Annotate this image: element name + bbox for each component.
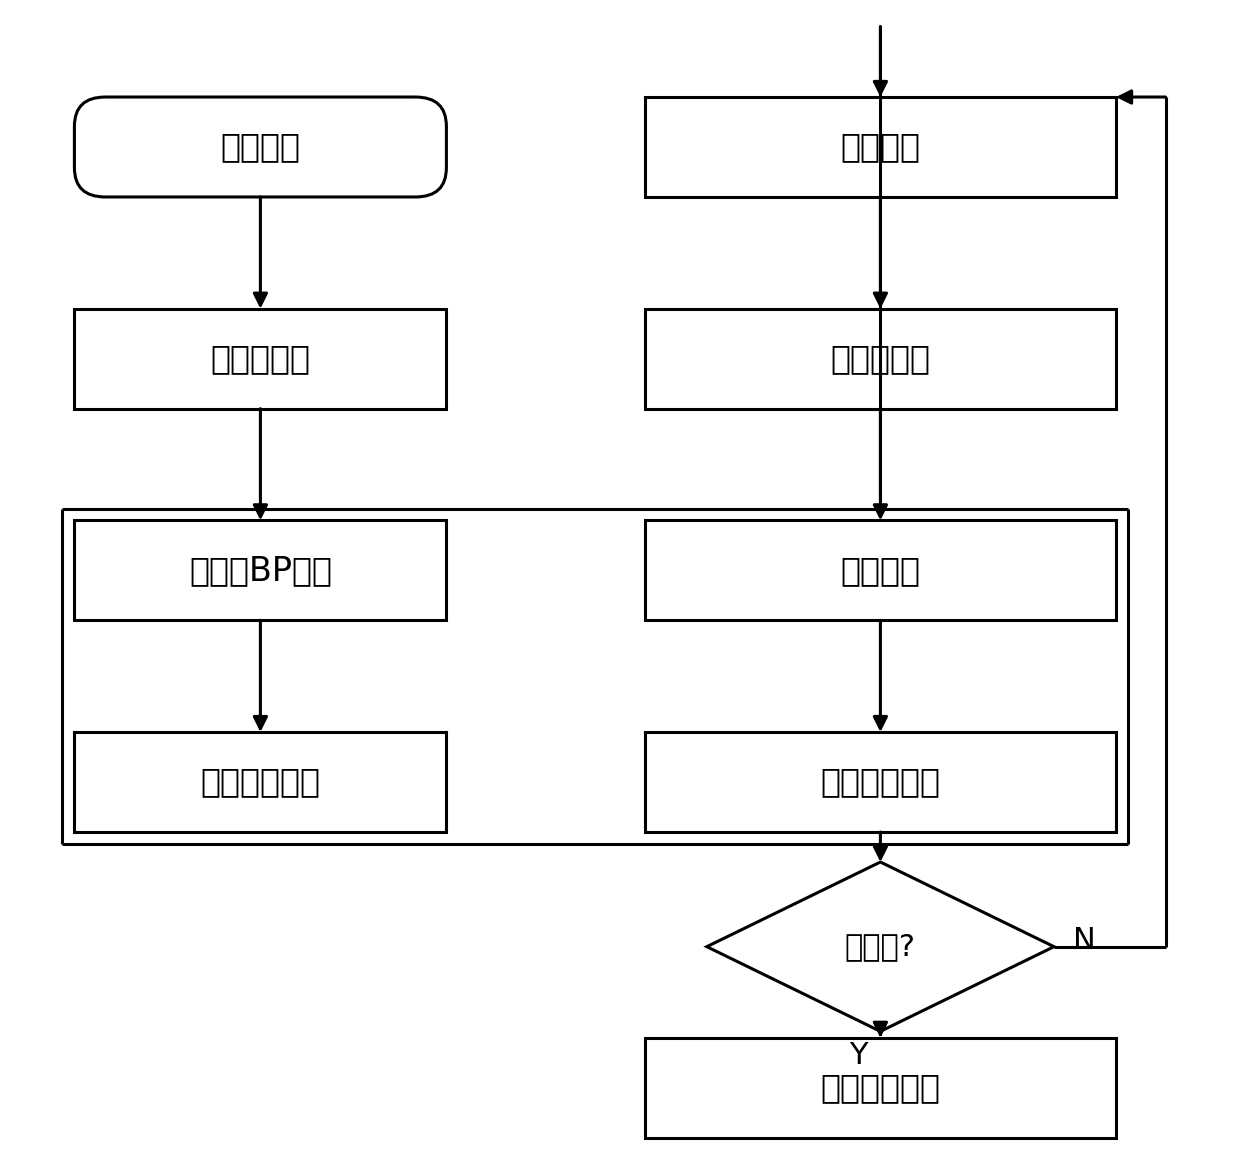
Bar xyxy=(645,309,1116,409)
Text: 频谱压缩: 频谱压缩 xyxy=(841,131,920,163)
Bar xyxy=(74,309,446,409)
Text: 子孔径BP成像: 子孔径BP成像 xyxy=(188,554,332,587)
Text: N: N xyxy=(1073,927,1095,955)
Text: 频谱恢复: 频谱恢复 xyxy=(841,554,920,587)
Bar xyxy=(74,521,446,621)
Bar xyxy=(74,731,446,833)
Bar xyxy=(645,521,1116,621)
Text: 粗分辨率图像: 粗分辨率图像 xyxy=(201,766,320,799)
Text: 全孔径?: 全孔径? xyxy=(844,933,916,961)
Text: 高分辨率图像: 高分辨率图像 xyxy=(821,1071,940,1104)
Text: 子孔径分解: 子孔径分解 xyxy=(211,342,310,375)
Text: 图像相干叠加: 图像相干叠加 xyxy=(821,766,940,799)
Polygon shape xyxy=(707,862,1054,1031)
Text: 两倍上采样: 两倍上采样 xyxy=(831,342,930,375)
Bar xyxy=(645,1038,1116,1138)
Bar xyxy=(645,731,1116,833)
Text: 回波数据: 回波数据 xyxy=(221,131,300,163)
Bar xyxy=(645,98,1116,198)
FancyBboxPatch shape xyxy=(74,98,446,198)
Text: Y: Y xyxy=(849,1041,867,1070)
